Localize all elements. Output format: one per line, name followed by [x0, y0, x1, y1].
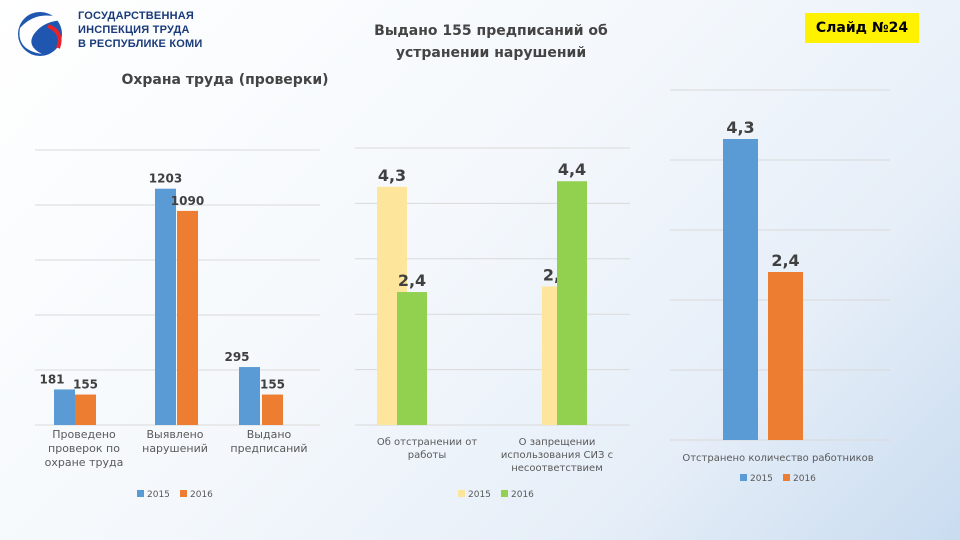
chart2-category-label: Об отстранении от: [377, 437, 477, 448]
chart3-legend-swatch: [783, 474, 790, 481]
chart1-legend-label: 2015: [147, 490, 170, 500]
chart2-legend-label: 2015: [468, 490, 491, 500]
chart1-data-label: 181: [39, 372, 64, 386]
chart2-data-label: 4,4: [558, 160, 586, 179]
inspection-logo: [18, 12, 66, 56]
logo-swoosh-icon: [19, 15, 66, 54]
chart2-category-label: использования СИЗ с: [501, 450, 613, 461]
chart3-data-label: 2,4: [771, 251, 799, 270]
chart1-legend-label: 2016: [190, 490, 213, 500]
chart3-bar-2016: [768, 272, 803, 440]
chart2-category-label: работы: [408, 450, 446, 461]
chart3-legend-swatch: [740, 474, 747, 481]
chart1-data-label: 155: [73, 378, 98, 392]
chart3-legend-label: 2016: [793, 474, 816, 484]
chart2-bar-2016: [397, 292, 427, 425]
chart1-data-label: 155: [260, 378, 285, 392]
chart2-title: Выдано 155 предписаний об устранении нар…: [374, 23, 608, 61]
chart1-category-label: нарушений: [142, 442, 208, 455]
chart1-bar-2016: [177, 210, 198, 425]
chart1-category-label: Проведено: [52, 428, 116, 441]
chart1-data-label: 1203: [149, 172, 182, 186]
chart1-bar-2015: [54, 389, 75, 425]
chart3-category-label: Отстранено количество работников: [682, 453, 873, 464]
chart1-legend-swatch: [180, 490, 187, 497]
chart2-category-label: О запрещении: [519, 437, 596, 448]
chart2-legend-swatch: [458, 490, 465, 497]
chart1-data-label: 1090: [171, 194, 204, 208]
chart1-title: Охрана труда (проверки): [121, 72, 329, 88]
chart1-bar-2015: [155, 188, 176, 425]
org-name-line-3: В РЕСПУБЛИКЕ КОМИ: [78, 38, 203, 50]
chart1-category-label: предписаний: [230, 442, 307, 455]
chart3-legend-label: 2015: [750, 474, 773, 484]
chart1-legend-swatch: [137, 490, 144, 497]
chart3-data-label: 4,3: [726, 118, 754, 137]
logo-arc-icon: [47, 24, 62, 49]
org-name-line-1: ГОСУДАРСТВЕННАЯ: [78, 10, 194, 22]
chart1-data-label: 295: [224, 350, 249, 364]
chart1-category-label: охране труда: [45, 456, 124, 469]
chart2-bar-2016: [557, 181, 587, 425]
org-name-line-2: ИНСПЕКЦИЯ ТРУДА: [78, 24, 190, 36]
chart1-bar-2016: [262, 394, 283, 425]
chart2-data-label: 2,4: [398, 271, 426, 290]
slide-number-badge: Слайд №24: [805, 13, 919, 43]
chart2-category-label: несоответствием: [511, 463, 603, 474]
chart1-bar-2015: [239, 367, 260, 425]
chart1-bar-2016: [75, 394, 96, 425]
chart1-category-label: Выявлено: [146, 428, 203, 441]
chart1-category-label: проверок по: [48, 442, 120, 455]
chart2-data-label: 4,3: [378, 166, 406, 185]
chart2-legend-swatch: [501, 490, 508, 497]
chart3-bar-2015: [723, 139, 758, 440]
chart1-category-label: Выдано: [247, 428, 292, 441]
chart2-legend-label: 2016: [511, 490, 534, 500]
